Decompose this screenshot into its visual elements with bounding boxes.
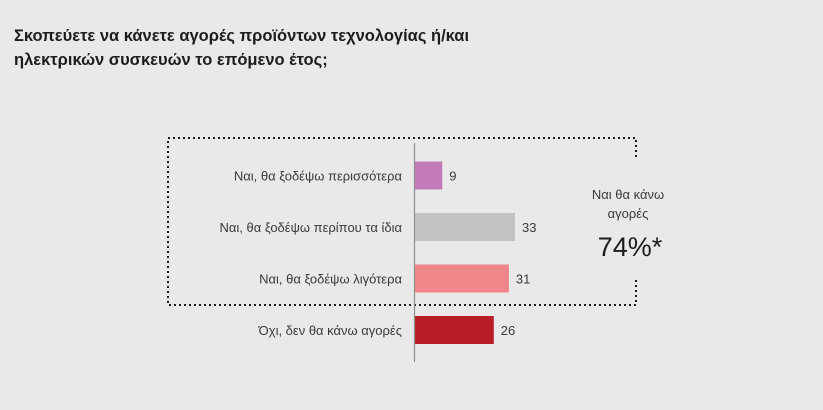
annotation-group: Ναι θα κάνω αγορές 74%* [592, 187, 664, 262]
category-label: Ναι, θα ξοδέψω περισσότερα [234, 169, 403, 184]
frame-gap [628, 160, 642, 280]
value-label: 26 [501, 323, 515, 338]
annotation-line-1: Ναι θα κάνω [592, 187, 664, 202]
value-label: 33 [522, 220, 536, 235]
category-label: Ναι, θα ξοδέψω λιγότερα [259, 272, 402, 287]
annotation-line-2: αγορές [608, 206, 649, 221]
chart-title-line-1: Σκοπεύετε να κάνετε αγορές προϊόντων τεχ… [14, 27, 470, 45]
value-label: 9 [449, 169, 456, 184]
bar [415, 316, 494, 344]
chart-title-line-2: ηλεκτρικών συσκευών το επόμενο έτος; [14, 51, 328, 69]
bar [415, 213, 515, 241]
bars-group: Ναι, θα ξοδέψω περισσότερα 9 Ναι, θα ξοδέψ… [219, 161, 536, 344]
chart-title: Σκοπεύετε να κάνετε αγορές προϊόντων τεχ… [14, 24, 614, 72]
bar [415, 264, 509, 293]
category-label: Όχι, δεν θα κάνω αγορές [258, 323, 402, 338]
annotation-value: 74%* [598, 232, 663, 262]
value-label: 31 [516, 272, 530, 287]
category-label: Ναι, θα ξοδέψω περίπου τα ίδια [219, 220, 402, 235]
bar [415, 161, 443, 190]
